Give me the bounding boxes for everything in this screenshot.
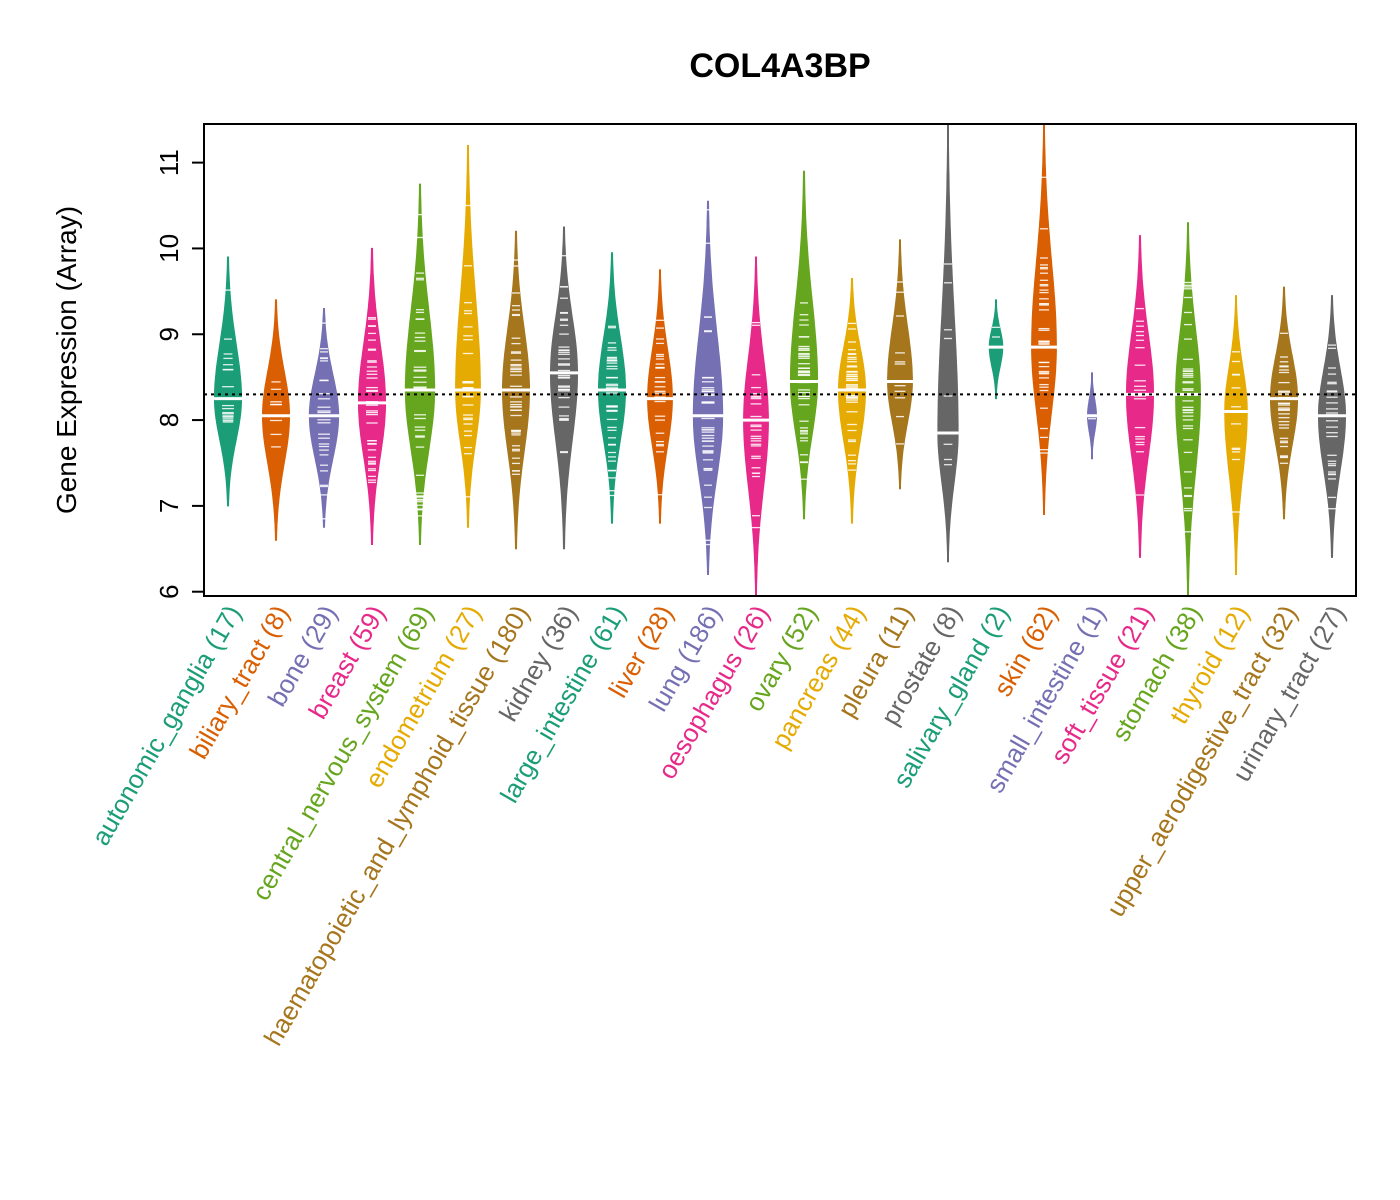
- bean-kidney: [550, 226, 578, 550]
- y-tick-label: 9: [154, 327, 184, 341]
- bean-salivary_gland: [988, 299, 1004, 400]
- bean-bone: [308, 308, 340, 528]
- bean-thyroid: [1224, 295, 1248, 575]
- y-tick-label: 7: [154, 499, 184, 513]
- bean-pancreas: [838, 278, 866, 524]
- y-tick-label: 8: [154, 413, 184, 427]
- bean-skin: [1031, 123, 1057, 515]
- y-tick-label: 6: [154, 584, 184, 598]
- bean-breast: [358, 247, 386, 545]
- bean-autonomic_ganglia: [214, 256, 242, 507]
- chart-title: COL4A3BP: [689, 47, 870, 85]
- y-tick-label: 10: [154, 234, 184, 263]
- bean-prostate: [937, 123, 959, 563]
- bean-central_nervous_system: [404, 183, 436, 545]
- y-tick-label: 11: [154, 149, 184, 176]
- y-axis-label: Gene Expression (Array): [51, 206, 82, 514]
- plot-area: [213, 123, 1347, 597]
- x-axis-labels: autonomic_ganglia (17)biliary_tract (8)b…: [85, 600, 1351, 1051]
- bean-ovary: [790, 170, 818, 520]
- y-axis: 6 7 8 9 10 11: [154, 149, 205, 599]
